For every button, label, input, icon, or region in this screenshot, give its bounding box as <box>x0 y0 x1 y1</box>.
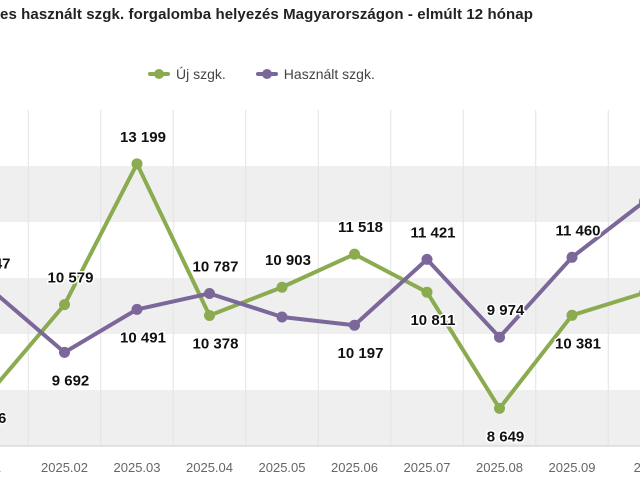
series-lines <box>0 161 640 411</box>
chart-title: es használt szgk. forgalomba helyezés Ma… <box>0 6 533 23</box>
x-tick-label: 2025.04 <box>186 460 233 475</box>
data-label-new: 10 579 <box>48 270 94 287</box>
data-label-used: 9 692 <box>52 372 90 389</box>
legend: Új szgk. Használt szgk. <box>148 62 375 86</box>
point-new <box>349 248 360 260</box>
data-labels: 26 847 10 579 9 692 13 199 10 491 10 378 10 787… <box>0 127 602 447</box>
data-label-used: 10 787 <box>193 258 239 275</box>
data-label-new: 26 <box>0 410 6 427</box>
data-label-used: 11 460 <box>555 222 600 239</box>
plot-band <box>0 166 640 222</box>
point-new <box>566 309 578 321</box>
point-used <box>204 287 215 299</box>
point-new <box>276 281 288 293</box>
legend-label-used: Használt szgk. <box>283 66 375 82</box>
point-used <box>494 331 505 343</box>
data-label-used: 10 197 <box>338 345 384 362</box>
point-new <box>59 299 70 311</box>
data-label-used: 10 491 <box>120 329 166 346</box>
series-points <box>59 158 640 414</box>
legend-item-new[interactable]: Új szgk. <box>148 66 226 82</box>
x-axis: .01 2025.02 2025.03 2025.04 2025.05 2025.06 20… <box>0 460 640 475</box>
point-used <box>421 253 433 265</box>
x-tick-label: .01 <box>0 460 1 475</box>
legend-swatch-new <box>148 67 170 81</box>
point-used <box>59 346 70 358</box>
point-used <box>349 319 360 331</box>
data-label-used: 11 421 <box>410 224 455 241</box>
data-label-used: 847 <box>0 255 11 272</box>
x-tick-label: 2025.07 <box>404 460 451 475</box>
x-tick-label: 2025.03 <box>114 460 161 475</box>
data-label-new: 10 381 <box>555 335 601 352</box>
x-tick-label: 2025.09 <box>549 460 596 475</box>
data-label-new: 11 518 <box>338 219 383 236</box>
point-used <box>276 311 288 323</box>
series-line-used <box>0 202 640 355</box>
data-label-new: 10 903 <box>265 252 311 269</box>
point-new <box>131 158 143 170</box>
data-label-new: 10 811 <box>410 312 455 329</box>
grid-lines <box>0 110 640 447</box>
x-tick-label: 2025.05 <box>259 460 306 475</box>
data-label-used: 9 974 <box>487 302 525 319</box>
legend-label-new: Új szgk. <box>176 66 226 82</box>
series-line-new <box>0 161 640 411</box>
x-tick-label: 2025.06 <box>331 460 378 475</box>
x-tick-label: 2025.08 <box>476 460 523 475</box>
data-label-new: 13 199 <box>120 129 166 146</box>
point-new <box>421 286 433 298</box>
plot-bands <box>0 166 640 446</box>
data-label-new: 8 649 <box>487 428 525 445</box>
point-new <box>204 309 215 321</box>
x-tick-label: 202 <box>634 460 640 475</box>
legend-swatch-used <box>255 67 278 81</box>
point-used <box>131 303 143 315</box>
x-tick-label: 2025.02 <box>41 460 88 475</box>
plot-band <box>0 278 640 334</box>
data-label-new: 10 378 <box>193 335 239 352</box>
point-used <box>566 251 578 263</box>
plot-band <box>0 390 640 446</box>
legend-item-used[interactable]: Használt szgk. <box>255 66 375 82</box>
point-new <box>494 402 505 414</box>
